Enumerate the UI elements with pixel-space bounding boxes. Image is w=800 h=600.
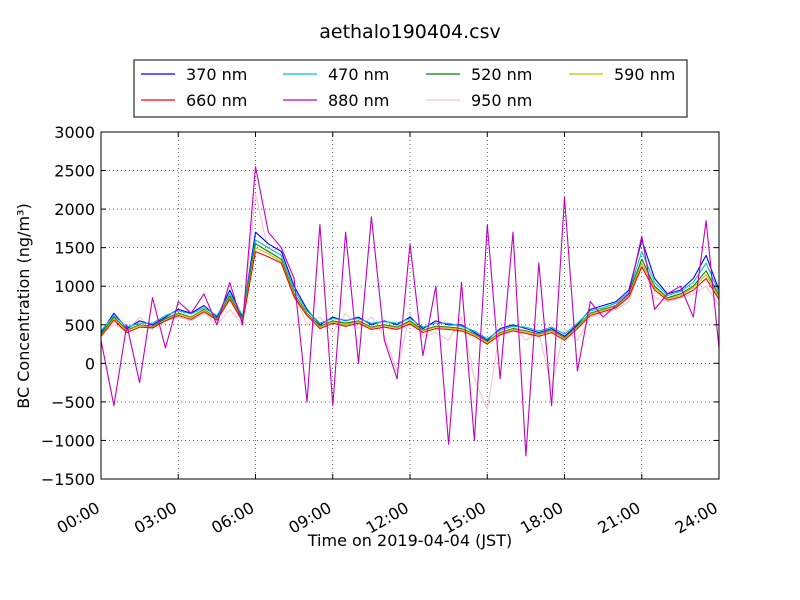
y-tick-label: 2000 (54, 200, 95, 219)
legend-label-520nm: 520 nm (471, 65, 532, 84)
y-tick-label: 3000 (54, 123, 95, 142)
y-tick-label: 1500 (54, 239, 95, 258)
x-tick-label: 24:00 (672, 498, 721, 538)
series-line-660nm (100, 250, 720, 345)
y-tick-label: −500 (51, 393, 95, 412)
series-line-590nm (100, 247, 720, 344)
plot-lines (100, 166, 720, 457)
legend-label-660nm: 660 nm (186, 91, 247, 110)
legend-box (133, 59, 688, 118)
y-tick-label: 0 (85, 354, 95, 373)
x-tick-label: 03:00 (131, 498, 180, 538)
y-tick-label: 1000 (54, 277, 95, 296)
legend: 370 nm 470 nm 520 nm 590 nm 660 nm 880 nm 950 … (133, 59, 688, 118)
x-tick-label: 06:00 (208, 498, 257, 538)
grid (101, 132, 719, 479)
x-tick-label: 21:00 (594, 498, 643, 538)
legend-label-950nm: 950 nm (471, 91, 532, 110)
x-tick-label: 18:00 (517, 498, 566, 538)
legend-label-370nm: 370 nm (186, 65, 247, 84)
x-axis: 00:00 03:00 06:00 09:00 12:00 15:00 18:00 21:00… (54, 132, 721, 538)
y-tick-label: −1000 (41, 431, 95, 450)
y-tick-label: −1500 (41, 470, 95, 489)
y-axis: 3000 2500 2000 1500 1000 500 0 −500 −1000 −1500 (41, 123, 719, 489)
y-axis-label: BC Concentration (ng/m³) (14, 203, 33, 408)
legend-label-470nm: 470 nm (328, 65, 389, 84)
series-line-950nm (100, 193, 720, 411)
x-tick-label: 00:00 (54, 498, 103, 538)
y-tick-label: 500 (64, 316, 95, 335)
legend-label-590nm: 590 nm (614, 65, 675, 84)
series-line-370nm (100, 231, 720, 341)
series-line-880nm (100, 166, 720, 457)
chart-title: aethalo190404.csv (319, 21, 501, 43)
x-axis-label: Time on 2019-04-04 (JST) (307, 531, 512, 550)
legend-label-880nm: 880 nm (328, 91, 389, 110)
series-line-470nm (100, 239, 720, 340)
y-tick-label: 2500 (54, 162, 95, 181)
